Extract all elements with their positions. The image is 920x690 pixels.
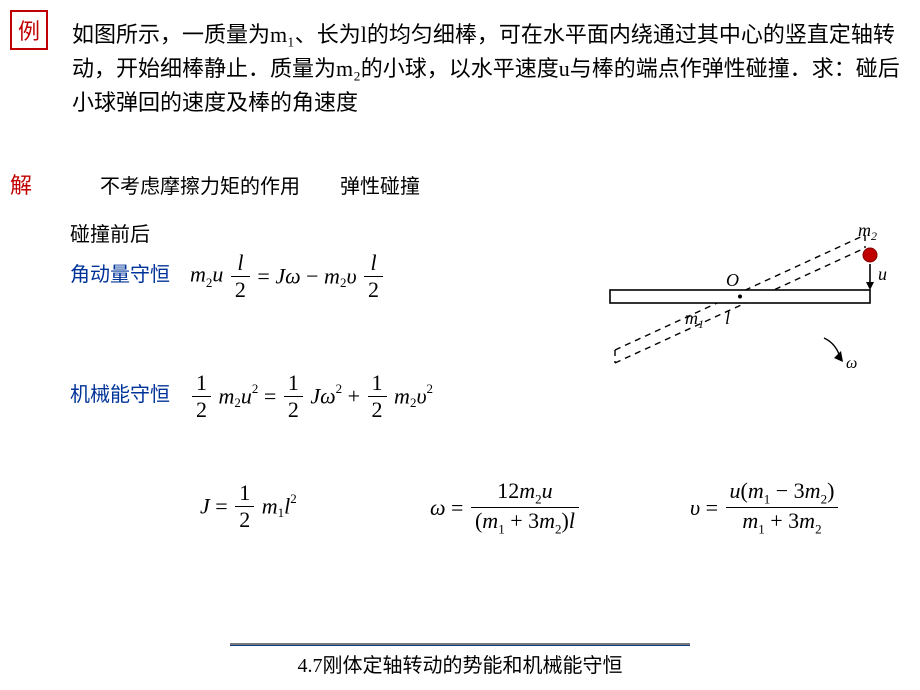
label-energy-conservation: 机械能守恒 — [70, 378, 170, 407]
eq-result-v: υ = u(m1 − 3m2) m1 + 3m2 — [690, 478, 840, 538]
note-before-after: 碰撞前后 — [70, 218, 150, 247]
footer: 4.7刚体定轴转动的势能和机械能守恒 — [0, 639, 920, 678]
eq-result-omega: ω = 12m2u (m1 + 3m2)l — [430, 478, 581, 538]
eq-energy: 12 m2u2 = 12 Jω2 + 12 m2υ2 — [190, 370, 433, 423]
label-angular-momentum: 角动量守恒 — [70, 258, 170, 287]
note-friction: 不考虑摩擦力矩的作用 — [100, 170, 300, 199]
diagram-label-u: u — [878, 264, 887, 284]
footer-divider — [230, 639, 690, 645]
diagram-svg: O u m2 m1 l ω — [580, 220, 900, 390]
problem-statement: 如图所示，一质量为m₁、长为l的均匀细棒，可在水平面内绕通过其中心的竖直定轴转动… — [72, 18, 900, 120]
diagram-label-omega: ω — [846, 355, 857, 372]
diagram-label-O: O — [726, 270, 739, 290]
note-elastic: 弹性碰撞 — [340, 170, 420, 199]
footer-text: 4.7刚体定轴转动的势能和机械能守恒 — [298, 655, 623, 677]
example-label: 例 — [10, 10, 48, 50]
diagram-label-m2: m2 — [858, 220, 877, 243]
eq-angular-momentum: m2u l2 = Jω − m2υ l2 — [190, 250, 385, 303]
solution-label: 解 — [10, 168, 32, 200]
diagram: O u m2 m1 l ω — [580, 220, 900, 390]
diagram-label-m1: m1 — [685, 308, 704, 331]
eq-result-J: J = 12 m1l2 — [200, 480, 297, 533]
diagram-label-l: l — [725, 308, 730, 328]
